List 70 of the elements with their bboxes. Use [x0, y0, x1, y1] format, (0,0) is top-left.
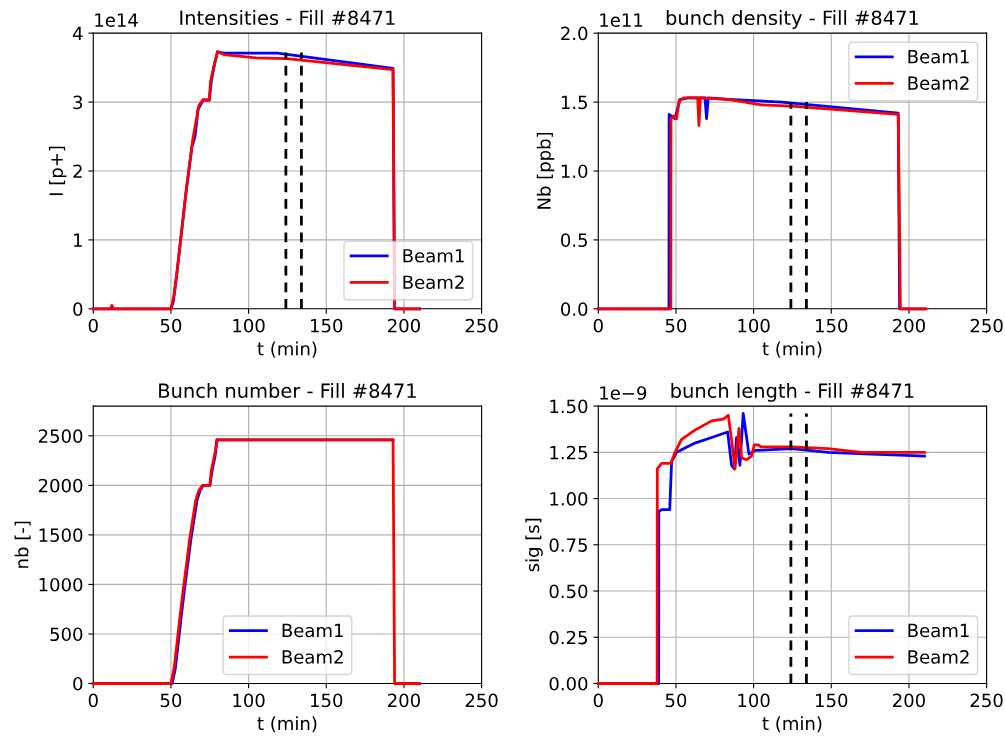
x-tick-label: 100: [233, 318, 265, 333]
y-axis-title: nb [-]: [14, 521, 31, 568]
y-axis-title: I [p+]: [49, 146, 67, 196]
x-axis-title: t (min): [762, 341, 822, 358]
y-tick-label: 0.5: [561, 233, 587, 248]
y-tick-label: 0.25: [549, 630, 587, 645]
y-tick-label: 1000: [39, 577, 83, 592]
x-tick-label: 200: [893, 693, 925, 708]
x-axis-title: t (min): [257, 341, 317, 358]
x-tick-label: 150: [816, 318, 848, 333]
y-tick-label: 2: [73, 164, 82, 178]
x-tick-label: 150: [311, 693, 343, 708]
y-tick-label: 0.00: [549, 676, 588, 691]
y-tick-label: 0: [73, 302, 83, 316]
x-tick-label: 250: [465, 318, 498, 333]
y-tick-label: 0.50: [549, 584, 588, 599]
legend-label: Beam2: [908, 76, 969, 90]
x-tick-label: 50: [665, 318, 687, 333]
x-tick-label: 0: [88, 318, 98, 333]
y-axis-title: Nb [ppb]: [536, 132, 555, 209]
x-tick-label: 250: [465, 693, 498, 708]
text: 1e11: [600, 13, 643, 27]
legend-label: Beam2: [908, 650, 969, 664]
legend-label: Beam2: [282, 650, 343, 664]
x-tick-label: 0: [88, 693, 98, 708]
x-axis-title: t (min): [257, 716, 317, 733]
y-tick-label: 1.00: [550, 492, 588, 506]
y-tick-label: 4: [72, 26, 83, 41]
x-tick-label: 50: [160, 693, 182, 708]
y-tick-label: 3: [73, 95, 83, 110]
x-tick-label: 150: [816, 693, 848, 708]
y-tick-label: 1.25: [550, 445, 587, 460]
x-tick-label: 100: [738, 318, 770, 333]
x-tick-label: 50: [160, 318, 182, 333]
x-tick-label: 50: [665, 693, 687, 708]
y-tick-label: 2500: [38, 429, 83, 443]
y-tick-label: 1.5: [561, 95, 587, 110]
x-tick-label: 200: [388, 693, 420, 708]
x-tick-label: 150: [311, 318, 343, 333]
x-axis-title: t (min): [762, 716, 822, 733]
y-tick-label: 1.0: [561, 164, 588, 179]
y-tick-label: 1: [74, 233, 82, 247]
legend-label: Beam1: [908, 623, 969, 638]
x-tick-label: 0: [593, 318, 603, 333]
chart-title: Bunch number - Fill #8471: [159, 382, 416, 399]
y-tick-label: 2.0: [561, 26, 588, 41]
y-tick-label: 0.0: [561, 302, 588, 316]
y-tick-label: 1.50: [550, 399, 588, 414]
legend-label: Beam1: [282, 623, 343, 638]
y-axis-title: sig [s]: [525, 518, 543, 572]
chart-title: bunch length - Fill #8471: [671, 382, 914, 402]
x-tick-label: 0: [593, 693, 603, 708]
text: 1e−9: [600, 386, 647, 400]
y-tick-label: 1500: [39, 528, 83, 542]
text: 1e14: [95, 13, 138, 27]
x-tick-label: 250: [970, 693, 1003, 708]
x-tick-label: 100: [233, 693, 265, 708]
legend-label: Beam1: [403, 249, 464, 263]
y-tick-label: 500: [50, 627, 83, 642]
y-tick-label: 2000: [38, 478, 83, 493]
legend-label: Beam2: [403, 275, 464, 290]
legend-label: Beam1: [908, 49, 969, 64]
x-tick-label: 100: [738, 693, 770, 708]
y-tick-label: 0.75: [549, 538, 587, 552]
x-tick-label: 200: [893, 318, 925, 333]
chart-title: Intensities - Fill #8471: [180, 10, 395, 26]
chart-title: bunch density - Fill #8471: [666, 10, 919, 29]
x-tick-label: 200: [388, 318, 420, 333]
y-tick-label: 0: [73, 676, 83, 691]
x-tick-label: 250: [970, 318, 1003, 333]
